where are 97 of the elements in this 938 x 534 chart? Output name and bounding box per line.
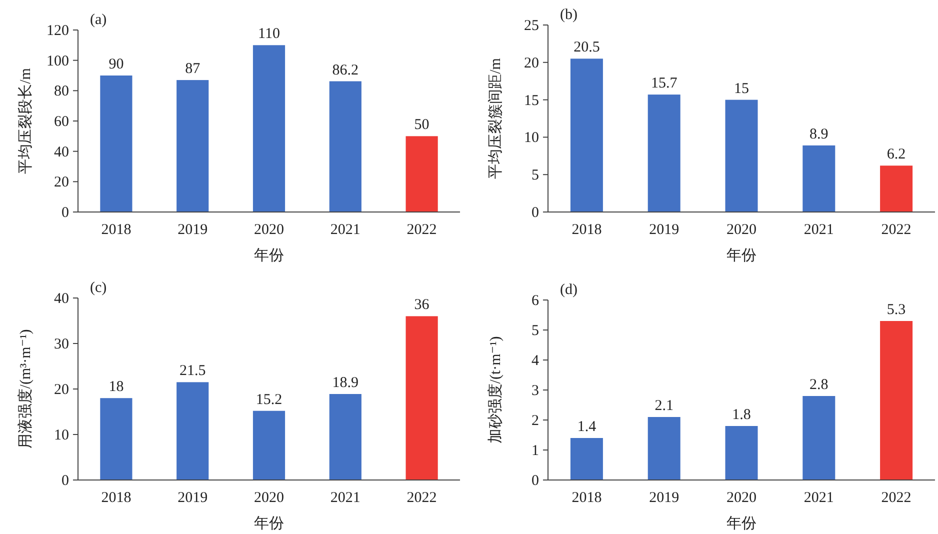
- data-label: 15.2: [256, 392, 282, 408]
- bar: [329, 394, 362, 480]
- y-tick-label: 15: [524, 92, 539, 109]
- x-tick-label: 2020: [726, 490, 756, 506]
- data-label: 87: [185, 61, 201, 78]
- bar: [406, 316, 438, 480]
- bar: [880, 321, 913, 480]
- y-tick-label: 0: [532, 473, 539, 489]
- bar: [725, 100, 758, 212]
- bar: [100, 76, 132, 212]
- x-tick-label: 2020: [726, 222, 756, 238]
- bar: [802, 145, 836, 212]
- data-label: 6.2: [886, 146, 906, 163]
- y-tick-label: 2: [532, 413, 539, 429]
- data-label: 5.3: [886, 302, 906, 318]
- y-tick-label: 40: [54, 291, 69, 307]
- bar: [570, 58, 603, 212]
- data-label: 1.8: [732, 407, 751, 423]
- data-label: 18: [108, 379, 124, 396]
- y-tick-label: 10: [54, 428, 69, 444]
- data-label: 20.5: [574, 40, 600, 56]
- x-axis-title: 年份: [254, 247, 284, 264]
- x-axis-title: 年份: [726, 515, 756, 532]
- bar: [329, 81, 362, 212]
- y-tick-label: 0: [532, 205, 539, 221]
- x-tick-label: 2019: [649, 490, 680, 506]
- x-tick-label: 2018: [101, 490, 132, 506]
- y-tick-label: 120: [46, 23, 69, 39]
- bar: [100, 398, 132, 480]
- y-tick-label: 0: [62, 205, 69, 221]
- y-axis-title: 用液强度/(m³·m⁻¹): [17, 329, 34, 449]
- data-label: 8.9: [810, 126, 828, 142]
- bar: [252, 45, 286, 212]
- data-label: 2.8: [810, 377, 828, 393]
- x-tick-label: 2022: [406, 222, 437, 238]
- y-tick-label: 25: [524, 18, 539, 34]
- bar: [570, 438, 603, 480]
- y-tick-label: 60: [54, 114, 69, 130]
- x-tick-label: 2021: [330, 490, 360, 506]
- y-tick-label: 40: [54, 144, 69, 160]
- x-tick-label: 2020: [254, 490, 284, 506]
- y-tick-label: 20: [54, 382, 69, 398]
- y-tick-label: 4: [532, 353, 540, 369]
- x-tick-label: 2019: [649, 222, 680, 238]
- data-label: 36: [414, 297, 430, 314]
- bar: [802, 396, 836, 480]
- bar: [880, 166, 913, 212]
- x-tick-label: 2018: [572, 222, 602, 238]
- data-label: 50: [414, 117, 430, 134]
- bar: [252, 410, 286, 480]
- y-tick-label: 1: [532, 443, 539, 459]
- y-tick-label: 30: [54, 336, 69, 352]
- bar: [648, 94, 680, 212]
- x-tick-label: 2020: [254, 222, 284, 238]
- y-tick-label: 0: [62, 473, 69, 489]
- y-tick-label: 6: [532, 293, 540, 309]
- bar: [648, 417, 680, 480]
- data-label: 110: [258, 26, 280, 42]
- y-tick-label: 10: [524, 130, 539, 146]
- x-tick-label: 2018: [572, 490, 602, 506]
- y-axis-title: 平均压裂段长/m: [17, 68, 34, 174]
- chart-title: (a): [90, 12, 107, 28]
- y-axis-title: 加砂强度/(t·m⁻¹): [487, 336, 504, 444]
- x-tick-label: 2022: [406, 490, 437, 506]
- data-label: 90: [108, 56, 124, 72]
- y-tick-label: 80: [54, 84, 69, 100]
- data-label: 2.1: [654, 398, 674, 414]
- data-label: 86.2: [332, 62, 359, 78]
- chart-title: (c): [90, 280, 107, 296]
- chart-title: (d): [560, 282, 578, 298]
- y-axis-title: 平均压裂簇间距/m: [487, 58, 504, 179]
- y-tick-label: 5: [532, 168, 539, 184]
- data-label: 1.4: [577, 419, 597, 435]
- y-tick-label: 20: [54, 174, 69, 191]
- x-axis-title: 年份: [254, 515, 284, 532]
- data-label: 15.7: [650, 76, 678, 92]
- x-tick-label: 2019: [178, 490, 208, 506]
- x-tick-label: 2021: [804, 222, 834, 238]
- x-axis-title: 年份: [726, 247, 756, 264]
- x-tick-label: 2022: [881, 222, 912, 238]
- bar: [406, 136, 438, 212]
- x-tick-label: 2019: [178, 222, 208, 238]
- y-tick-label: 5: [532, 323, 539, 339]
- x-tick-label: 2021: [804, 490, 834, 506]
- data-label: 15: [734, 80, 749, 97]
- y-tick-label: 3: [532, 383, 539, 399]
- bar: [176, 80, 209, 212]
- bar: [725, 426, 758, 480]
- x-tick-label: 2018: [101, 222, 132, 238]
- chart-title: (b): [560, 7, 578, 23]
- data-label: 18.9: [332, 375, 359, 392]
- data-label: 21.5: [179, 363, 206, 380]
- y-tick-label: 20: [524, 55, 539, 72]
- y-tick-label: 100: [46, 53, 69, 70]
- x-tick-label: 2021: [330, 222, 360, 238]
- bar: [176, 382, 209, 480]
- x-tick-label: 2022: [881, 490, 912, 506]
